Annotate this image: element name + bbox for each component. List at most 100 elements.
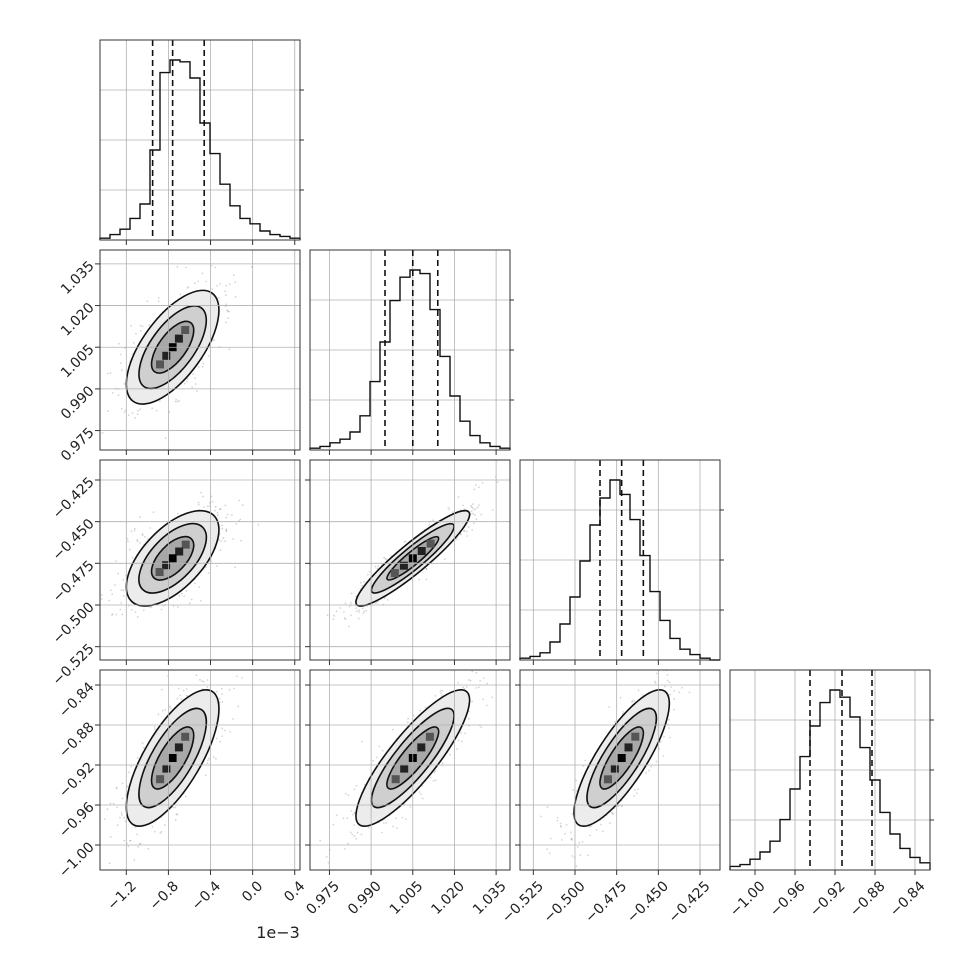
scatter-point	[127, 414, 130, 417]
scatter-point	[139, 516, 142, 519]
scatter-point	[158, 400, 161, 403]
scatter-point	[670, 686, 673, 688]
scatter-point	[457, 739, 460, 742]
density-cell	[417, 547, 426, 555]
density-cell	[162, 351, 171, 360]
scatter-point	[648, 769, 650, 772]
scatter-point	[123, 594, 125, 597]
scatter-point	[184, 795, 187, 798]
scatter-point	[119, 353, 122, 356]
scatter-point	[588, 825, 591, 828]
scatter-point	[662, 755, 665, 758]
scatter-point	[228, 688, 231, 691]
scatter-point	[120, 812, 123, 814]
scatter-point	[616, 805, 619, 807]
grid-lines	[100, 460, 300, 660]
scatter-point	[191, 386, 194, 389]
scatter-point	[463, 530, 466, 532]
scatter-point	[225, 528, 228, 531]
scatter-point	[207, 759, 209, 762]
scatter-point	[669, 736, 671, 739]
scatter-point	[232, 718, 235, 720]
scatter-point	[385, 822, 388, 824]
scatter-point	[182, 689, 185, 692]
scatter-point	[111, 614, 113, 616]
scatter-point	[133, 859, 136, 861]
scatter-point	[409, 806, 412, 808]
x-tick-label: −0.88	[847, 878, 889, 920]
scatter-point	[575, 865, 578, 868]
scatter-point	[215, 565, 218, 567]
scatter-point	[486, 682, 488, 685]
scatter-point	[355, 607, 357, 609]
scatter-point	[357, 617, 360, 620]
scatter-point	[546, 848, 548, 851]
scatter-point	[211, 500, 214, 503]
scatter-point	[190, 598, 193, 601]
scatter-point	[94, 399, 96, 401]
scatter-point	[116, 806, 119, 809]
scatter-point	[153, 726, 156, 728]
density-cell	[162, 764, 171, 773]
scatter-point	[221, 701, 224, 703]
scatter-point	[668, 727, 670, 729]
scatter-point	[546, 806, 549, 808]
histogram-3	[729, 689, 931, 870]
scatter-point	[215, 737, 218, 740]
scatter-point	[582, 765, 585, 767]
scatter-point	[617, 805, 620, 807]
scatter-point	[139, 324, 142, 327]
scatter-point	[168, 411, 171, 414]
scatter-point	[217, 514, 219, 517]
scatter-point	[470, 504, 472, 507]
scatter-point	[612, 813, 614, 815]
scatter-point	[428, 524, 431, 527]
scatter-point	[201, 272, 204, 275]
scatter-point	[143, 746, 145, 749]
scatter-point	[208, 757, 210, 760]
scatter-point	[207, 572, 210, 574]
scatter-point	[109, 835, 112, 838]
scatter-point	[319, 839, 322, 842]
scatter-point	[635, 792, 638, 795]
scatter-point	[131, 556, 134, 559]
density-cell	[391, 775, 400, 784]
scatter-point	[350, 810, 353, 812]
scatter-point	[109, 372, 112, 374]
scatter-point	[350, 831, 352, 834]
scatter-point	[177, 512, 179, 515]
scatter-point	[178, 399, 181, 402]
scatter-point	[669, 693, 672, 696]
scatter-point	[121, 369, 123, 372]
scatter-point	[136, 833, 139, 836]
scatter-point	[174, 819, 177, 822]
y-tick-label: −0.450	[50, 516, 98, 564]
scatter-point	[359, 581, 362, 584]
scatter-point	[225, 294, 227, 297]
x-tick-label: −0.4	[189, 878, 224, 913]
scatter-point	[439, 690, 442, 692]
scatter-point	[561, 839, 563, 841]
scatter-point	[225, 516, 228, 519]
scatter-point	[406, 721, 409, 724]
scatter-point	[465, 685, 468, 688]
scatter-point	[666, 674, 669, 676]
scatter-point	[479, 680, 481, 682]
y-tick-label: 0.975	[58, 425, 98, 465]
scatter-point	[365, 609, 368, 612]
scatter-point	[141, 742, 144, 744]
scatter-point	[146, 300, 149, 303]
scatter-point	[200, 680, 203, 682]
scatter-point	[350, 592, 353, 595]
density-cell	[175, 547, 184, 556]
scatter-point	[229, 650, 231, 652]
scatter-point	[114, 584, 116, 586]
scatter-point	[375, 602, 377, 604]
scatter-point	[491, 696, 493, 699]
scatter-point	[188, 602, 191, 605]
scatter-point	[654, 682, 657, 684]
scatter-point	[353, 788, 356, 791]
scatter-point	[111, 613, 114, 615]
scatter-point	[157, 713, 160, 716]
scatter-point	[224, 290, 226, 293]
